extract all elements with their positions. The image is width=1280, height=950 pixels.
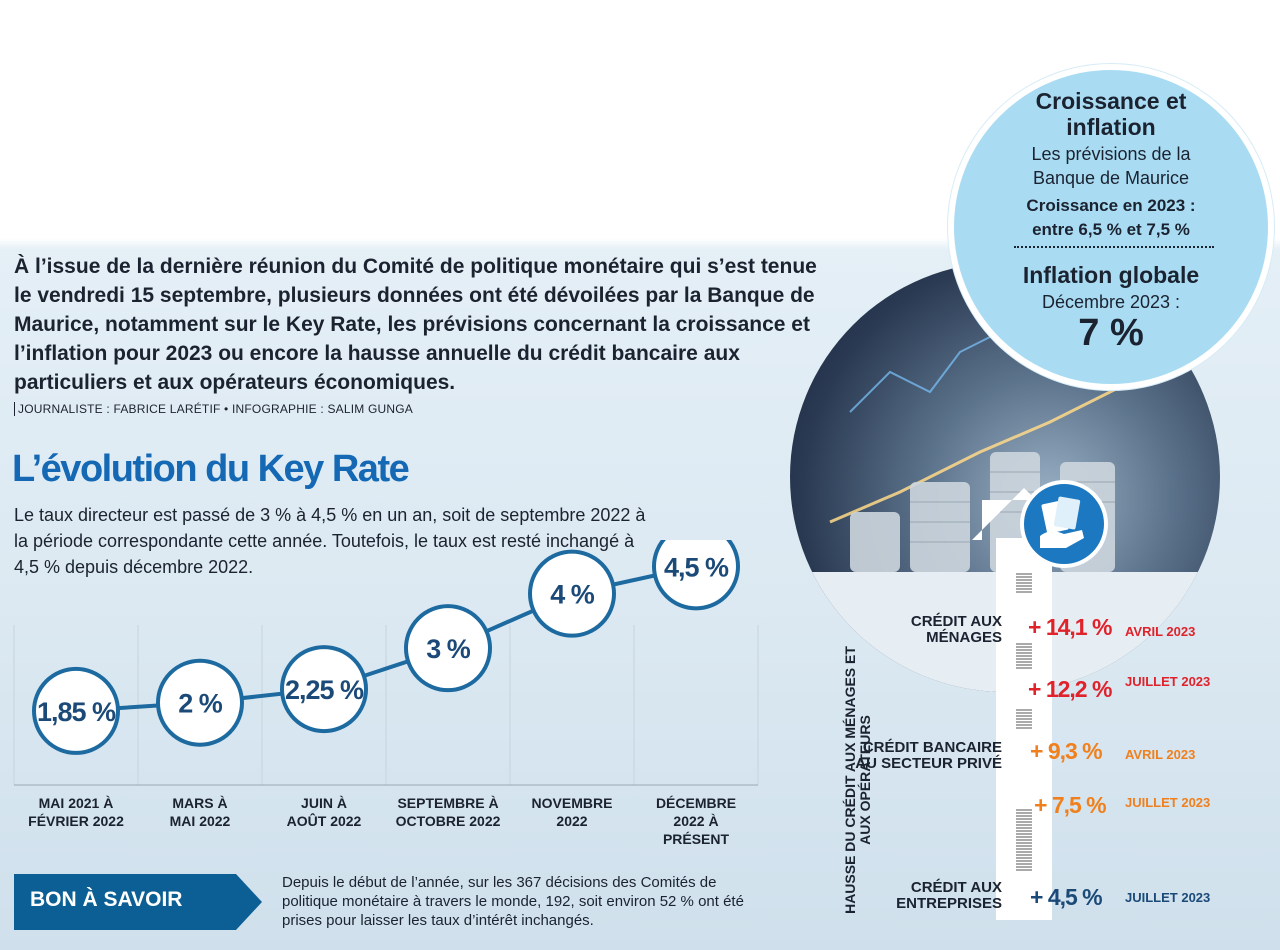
data-point-circle [404, 604, 492, 693]
credit-axis-label-wrap: HAUSSE DU CRÉDIT AUX MÉNAGES ET AUX OPÉR… [818, 646, 873, 915]
credit-value-prive-avril: + 9,3 % [1030, 738, 1103, 764]
credit-value-prive-juillet: + 7,5 % [1034, 792, 1107, 818]
category-label: 2022 À [673, 813, 718, 829]
data-point-circle [156, 658, 244, 747]
bubble-title: Croissance et inflation [1035, 88, 1187, 140]
credits-line: JOURNALISTE : FABRICE LARÉTIF • INFOGRAP… [14, 402, 413, 416]
credit-date-menages-avril: AVRIL 2023 [1125, 624, 1196, 639]
category-label: NOVEMBRE [532, 795, 613, 811]
data-point-circle [528, 549, 616, 638]
intro-paragraph: À l’issue de la dernière réunion du Comi… [14, 255, 817, 394]
credit-value-entreprises: + 4,5 % [1030, 884, 1103, 910]
money-hand-icon [1040, 496, 1084, 548]
bubble-divider [1014, 246, 1214, 248]
arrow-shaft [996, 538, 1052, 920]
credit-label-entreprises: CRÉDIT AUX ENTREPRISES [896, 879, 1002, 912]
category-label: SEPTEMBRE À [397, 795, 498, 811]
bon-a-savoir-label: BON À SAVOIR [30, 888, 183, 911]
category-label: MAI 2021 À [39, 795, 114, 811]
credit-label-prive: CRÉDIT BANCAIRE AU SECTEUR PRIVÉ [855, 739, 1002, 772]
arrow-ticks [1016, 573, 1032, 871]
inflation-value: 7 % [1078, 312, 1144, 354]
credit-value-menages-avril: + 14,1 % [1028, 614, 1112, 640]
keyrate-title: L’évolution du Key Rate [12, 448, 410, 490]
data-point-circle [32, 666, 120, 755]
bubble-subtitle: Les prévisions de la Banque de Maurice [1031, 144, 1191, 188]
credit-value-menages-juillet: + 12,2 % [1028, 676, 1112, 702]
inflation-period: Décembre 2023 : [1041, 292, 1181, 312]
category-label: PRÉSENT [663, 831, 730, 847]
credit-date-menages-juillet: JUILLET 2023 [1125, 674, 1211, 689]
category-label: DÉCEMBRE [656, 795, 736, 811]
top-blank-area [0, 0, 940, 238]
data-point-circle [280, 645, 368, 734]
credit-date-entreprises: JUILLET 2023 [1125, 890, 1211, 905]
credit-axis-label: HAUSSE DU CRÉDIT AUX MÉNAGES ET AUX OPÉR… [842, 646, 873, 914]
credit-arrow-graphic [972, 480, 1108, 920]
credit-label-menages: CRÉDIT AUX MÉNAGES [910, 613, 1002, 646]
data-label: 2 % [178, 689, 223, 719]
category-label: MARS À [172, 795, 227, 811]
data-label: 2,25 % [285, 675, 364, 705]
data-label: 4 % [550, 580, 595, 610]
data-label: 1,85 % [37, 697, 116, 727]
category-label: MAI 2022 [170, 813, 231, 829]
keyrate-description: Le taux directeur est passé de 3 % à 4,5… [14, 505, 646, 577]
bon-a-savoir-banner [14, 874, 262, 930]
growth-value: entre 6,5 % et 7,5 % [1032, 220, 1190, 239]
category-label: 2022 [556, 813, 587, 829]
bon-a-savoir-text: Depuis le début de l’année, sur les 367 … [282, 874, 744, 929]
category-label: FÉVRIER 2022 [28, 813, 124, 829]
forecast-bubble: Croissance et inflation Les prévisions d… [948, 64, 1274, 390]
credit-date-prive-juillet: JUILLET 2023 [1125, 795, 1211, 810]
category-label: OCTOBRE 2022 [396, 813, 501, 829]
credit-date-prive-avril: AVRIL 2023 [1125, 747, 1196, 762]
keyrate-chart: 1,85 % 2 % 2,25 % 3 % 4 % 4,5 % MAI 2021 À FÉVR… [13, 540, 759, 847]
category-label: AOÛT 2022 [287, 812, 362, 829]
category-label: JUIN À [301, 795, 347, 811]
growth-label: Croissance en 2023 : [1026, 196, 1196, 215]
data-label: 3 % [426, 634, 471, 664]
data-point-circle [652, 540, 740, 611]
inflation-title: Inflation globale [1022, 262, 1200, 288]
data-label: 4,5 % [664, 552, 729, 582]
